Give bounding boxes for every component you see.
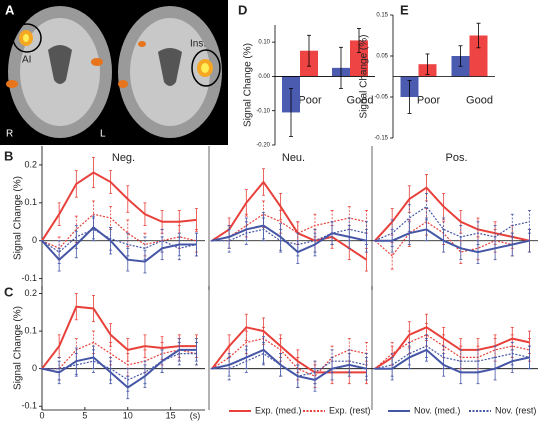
x-tick-label: 10 (123, 410, 133, 420)
y-tick-label: 0.10 (258, 40, 270, 46)
legend-label: Nov. (med.) (414, 405, 460, 415)
series-line (212, 352, 367, 377)
y-axis-label: Signal Change (%) (359, 35, 370, 119)
series-line (374, 334, 530, 370)
y-tick-label: 0.00 (258, 74, 270, 80)
y-tick-label: -0.20 (256, 143, 270, 149)
panel-title: Pos. (445, 152, 467, 164)
y-tick-label: 0 (32, 235, 37, 245)
series-line (211, 224, 367, 254)
activation (6, 80, 18, 88)
x-axis-unit: (s) (190, 410, 201, 420)
series-line (212, 228, 367, 246)
roi-label: AI (22, 55, 31, 66)
bar (350, 40, 368, 77)
y-tick-label: -0.15 (374, 136, 388, 142)
y-axis-label: Signal Change (%) (243, 43, 254, 127)
side-label: R (6, 129, 13, 140)
legend-label: Exp. (med.) (255, 405, 302, 415)
panel-label: C (4, 284, 14, 299)
x-tick-label: 0 (39, 410, 44, 420)
side-label: L (100, 129, 106, 140)
panel-title: Neg. (112, 152, 135, 164)
bar (469, 35, 488, 77)
series-line (42, 341, 197, 370)
panel-a: A AI Ins. R L (0, 0, 228, 145)
series-line (374, 221, 530, 257)
legend-label: Nov. (rest) (495, 405, 536, 415)
series-line (374, 186, 530, 242)
series-line (41, 171, 197, 242)
series-line (41, 228, 197, 253)
category-label: Good (466, 94, 493, 106)
roi-circle (191, 49, 221, 87)
panel-label: E (400, 2, 409, 17)
roi-circle (12, 23, 42, 53)
legend-label: Exp. (rest) (329, 405, 371, 415)
x-tick-label: 5 (82, 410, 87, 420)
activation (138, 41, 146, 47)
y-tick-label: 0.2 (24, 288, 37, 298)
category-label: Good (347, 94, 374, 106)
y-tick-label: 0.05 (376, 54, 388, 60)
category-label: Poor (417, 94, 441, 106)
series-line (42, 353, 197, 381)
series-line (211, 326, 367, 374)
ventricle (158, 48, 182, 86)
series-line (41, 305, 197, 370)
series-line (375, 348, 530, 374)
series-line (374, 205, 530, 242)
activation (201, 63, 209, 73)
roi-label: Ins. (190, 39, 206, 50)
y-tick-label: 0 (32, 363, 37, 373)
activation (118, 80, 128, 88)
series-line (375, 228, 530, 254)
series-line (41, 226, 197, 263)
panel-label: A (5, 2, 15, 17)
y-tick-label: -0.05 (374, 95, 388, 101)
activation (91, 58, 103, 66)
series-line (374, 326, 530, 370)
activation (23, 34, 29, 42)
y-tick-label: -0.10 (256, 108, 270, 114)
y-tick-label: 0.2 (24, 159, 37, 169)
panel-title: Neu. (282, 152, 305, 164)
y-axis-label: Signal Change (%) (13, 176, 24, 260)
panel-label: D (238, 2, 247, 17)
x-tick-label: 15 (166, 410, 176, 420)
y-tick-label: 0.1 (24, 325, 37, 335)
ventricle (48, 45, 72, 84)
y-axis-label: Signal Change (%) (13, 306, 24, 390)
y-tick-label: 0.1 (24, 197, 37, 207)
y-tick-label: -0.1 (21, 401, 37, 411)
series-line (41, 213, 197, 250)
category-label: Poor (298, 94, 322, 106)
y-tick-label: 0.15 (376, 13, 388, 19)
series-line (211, 213, 367, 242)
series-line (211, 337, 367, 377)
y-tick-label: -0.1 (21, 273, 37, 283)
series-line (211, 180, 367, 261)
panel-label: B (4, 148, 13, 163)
